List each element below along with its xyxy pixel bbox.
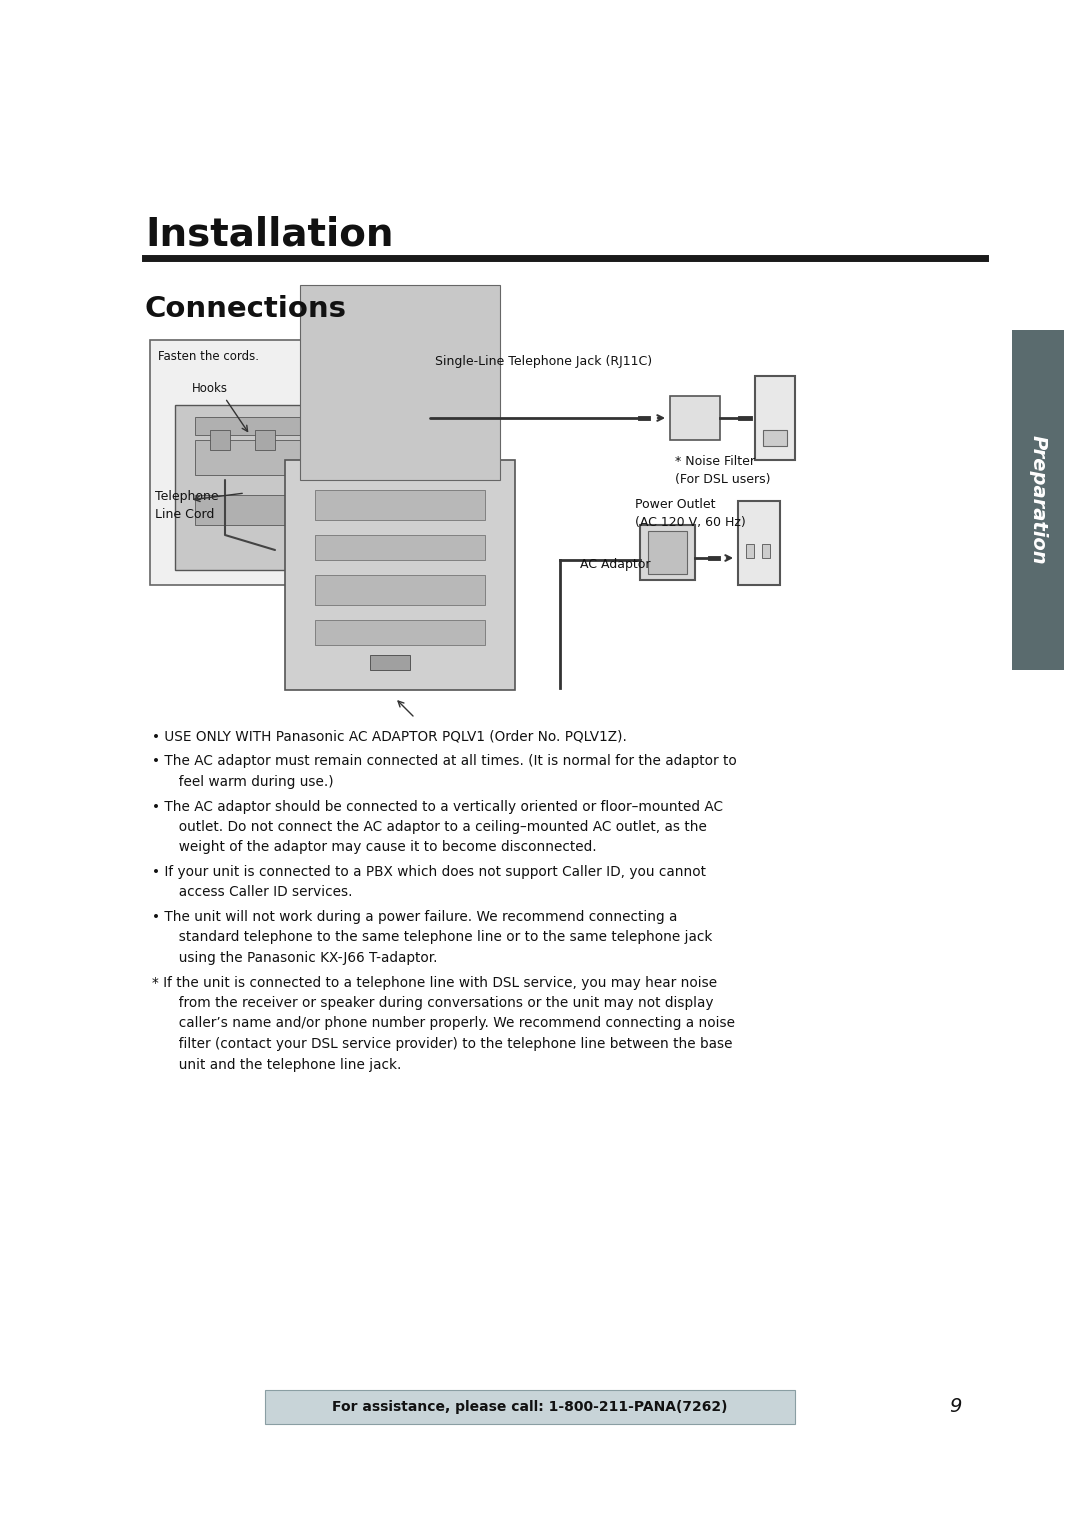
Bar: [265, 1390, 795, 1424]
Bar: [640, 526, 696, 581]
Text: Connections: Connections: [145, 295, 347, 322]
Text: • If your unit is connected to a PBX which does not support Caller ID, you canno: • If your unit is connected to a PBX whi…: [152, 865, 706, 879]
Bar: [195, 495, 350, 526]
Text: outlet. Do not connect the AC adaptor to a ceiling–mounted AC outlet, as the: outlet. Do not connect the AC adaptor to…: [170, 821, 707, 834]
Text: * If the unit is connected to a telephone line with DSL service, you may hear no: * If the unit is connected to a telephon…: [152, 975, 717, 990]
Text: unit and the telephone line jack.: unit and the telephone line jack.: [170, 1057, 402, 1071]
Text: Installation: Installation: [145, 215, 393, 254]
Text: • The unit will not work during a power failure. We recommend connecting a: • The unit will not work during a power …: [152, 911, 677, 924]
Bar: [255, 429, 275, 451]
Bar: [738, 501, 780, 585]
Bar: [300, 429, 320, 451]
Text: Hooks: Hooks: [192, 382, 228, 396]
Text: standard telephone to the same telephone line or to the same telephone jack: standard telephone to the same telephone…: [170, 931, 713, 944]
Text: using the Panasonic KX-J66 T-adaptor.: using the Panasonic KX-J66 T-adaptor.: [170, 950, 437, 966]
Bar: [670, 396, 720, 440]
Text: Telephone
Line Cord: Telephone Line Cord: [156, 490, 218, 521]
Text: • The AC adaptor must remain connected at all times. (It is normal for the adapt: • The AC adaptor must remain connected a…: [152, 755, 737, 769]
Text: filter (contact your DSL service provider) to the telephone line between the bas: filter (contact your DSL service provide…: [170, 1038, 732, 1051]
Bar: [300, 286, 500, 480]
Text: • The AC adaptor should be connected to a vertically oriented or floor–mounted A: • The AC adaptor should be connected to …: [152, 799, 723, 813]
Bar: [195, 417, 350, 435]
Bar: [210, 429, 230, 451]
Bar: [315, 575, 485, 605]
Bar: [648, 532, 687, 575]
Bar: [746, 544, 754, 558]
Text: Power Outlet
(AC 120 V, 60 Hz): Power Outlet (AC 120 V, 60 Hz): [635, 498, 746, 529]
Bar: [150, 341, 410, 585]
Text: Fasten the cords.: Fasten the cords.: [158, 350, 259, 364]
Bar: [175, 405, 370, 570]
Bar: [762, 429, 787, 446]
Bar: [315, 490, 485, 520]
Text: weight of the adaptor may cause it to become disconnected.: weight of the adaptor may cause it to be…: [170, 840, 596, 854]
Text: 9: 9: [949, 1398, 961, 1416]
Bar: [285, 460, 515, 691]
Text: AC Adaptor: AC Adaptor: [580, 558, 650, 571]
Text: feel warm during use.): feel warm during use.): [170, 775, 334, 788]
Text: • USE ONLY WITH Panasonic AC ADAPTOR PQLV1 (Order No. PQLV1Z).: • USE ONLY WITH Panasonic AC ADAPTOR PQL…: [152, 730, 626, 744]
Bar: [1012, 330, 1064, 669]
Text: from the receiver or speaker during conversations or the unit may not display: from the receiver or speaker during conv…: [170, 996, 714, 1010]
Bar: [762, 544, 770, 558]
Text: access Caller ID services.: access Caller ID services.: [170, 886, 352, 900]
Text: caller’s name and/or phone number properly. We recommend connecting a noise: caller’s name and/or phone number proper…: [170, 1016, 735, 1030]
Bar: [195, 440, 350, 475]
Text: Single-Line Telephone Jack (RJ11C): Single-Line Telephone Jack (RJ11C): [435, 354, 652, 368]
Text: * Noise Filter
(For DSL users): * Noise Filter (For DSL users): [675, 455, 770, 486]
Bar: [315, 620, 485, 645]
Bar: [315, 535, 485, 559]
Bar: [370, 656, 410, 669]
Text: Preparation: Preparation: [1028, 435, 1048, 565]
Text: For assistance, please call: 1-800-211-PANA(7262): For assistance, please call: 1-800-211-P…: [333, 1400, 728, 1413]
Bar: [755, 376, 795, 460]
